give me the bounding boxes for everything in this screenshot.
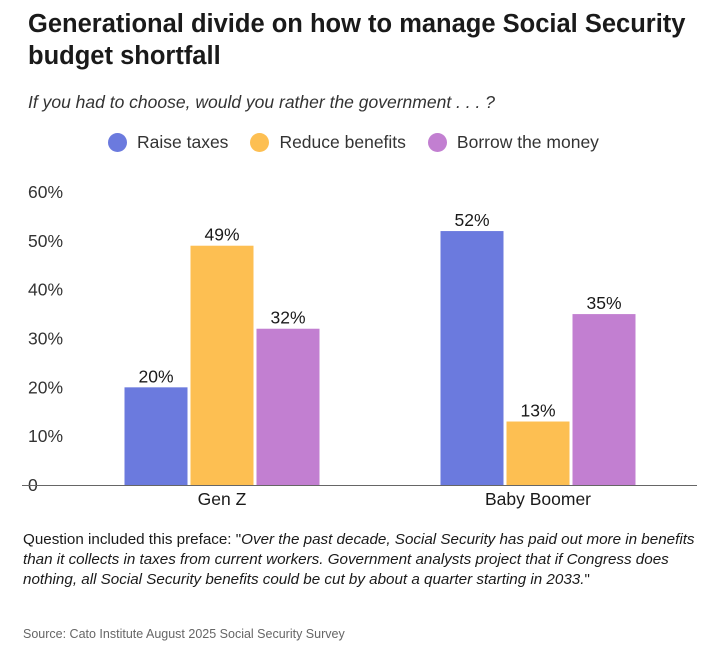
legend-swatch-raise-taxes	[108, 133, 127, 152]
legend-swatch-reduce-benefits	[250, 133, 270, 152]
legend-label-raise-taxes: Raise taxes	[137, 132, 229, 152]
bar-chart: 010%20%30%40%50%60%20%49%32%Gen Z52%13%3…	[22, 182, 697, 509]
y-tick-label: 20%	[28, 377, 63, 397]
note-suffix: "	[584, 571, 590, 588]
note-quote: Over the past decade, Social Security ha…	[23, 531, 695, 588]
bar-raise-taxes-gen-z	[124, 387, 188, 485]
legend: Raise taxes Reduce benefits Borrow the m…	[108, 132, 621, 153]
bar-value-label: 35%	[586, 293, 621, 313]
bar-value-label: 20%	[138, 366, 173, 386]
bar-borrow-the-money-baby-boomer	[572, 314, 636, 485]
bar-value-label: 13%	[520, 401, 555, 421]
bar-reduce-benefits-gen-z	[190, 245, 254, 485]
bar-value-label: 49%	[204, 225, 239, 245]
y-tick-label: 10%	[28, 426, 63, 446]
x-category-label: Baby Boomer	[485, 489, 591, 509]
legend-label-reduce-benefits: Reduce benefits	[279, 132, 406, 152]
legend-label-borrow-money: Borrow the money	[456, 132, 599, 152]
legend-item-borrow-money: Borrow the money	[427, 132, 599, 153]
legend-item-reduce-benefits: Reduce benefits	[250, 132, 406, 153]
chart-title: Generational divide on how to manage Soc…	[28, 10, 686, 70]
x-category-label: Gen Z	[198, 489, 247, 509]
chart-subtitle: If you had to choose, would you rather t…	[28, 92, 495, 112]
bar-raise-taxes-baby-boomer	[440, 231, 504, 485]
legend-item-raise-taxes: Raise taxes	[108, 132, 228, 153]
y-tick-label: 50%	[28, 231, 63, 251]
legend-swatch-borrow-money	[427, 133, 447, 152]
bar-borrow-the-money-gen-z	[256, 328, 320, 485]
y-tick-label: 60%	[28, 182, 63, 202]
source-line: Source: Cato Institute August 2025 Socia…	[23, 627, 345, 641]
note-prefix: Question included this preface: "	[23, 531, 242, 548]
bar-value-label: 52%	[454, 210, 489, 230]
bar-value-label: 32%	[270, 308, 305, 328]
bar-reduce-benefits-baby-boomer	[506, 421, 570, 485]
y-tick-label: 30%	[28, 329, 63, 349]
question-note: Question included this preface: "Over th…	[23, 530, 695, 590]
y-tick-label: 40%	[28, 280, 63, 300]
